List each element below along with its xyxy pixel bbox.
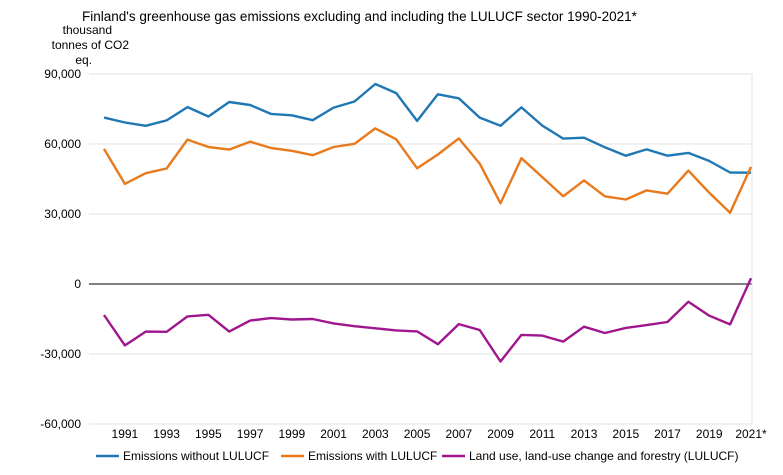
x-tick-label: 2015 — [612, 427, 639, 441]
x-tick-label: 2011 — [529, 427, 555, 441]
gridlines — [89, 73, 753, 425]
y-axis-label-line-3: eq. — [75, 53, 92, 67]
legend-item-3: Land use, land-use change and forestry (… — [442, 449, 738, 463]
legend-item-1: Emissions without LULUCF — [96, 449, 269, 463]
y-axis-label-line-1: thousand — [63, 23, 112, 37]
x-tick-label: 2003 — [362, 427, 389, 441]
series-lines — [102, 82, 753, 363]
x-tick-label: 1995 — [195, 427, 222, 441]
x-tick-label: 1991 — [112, 427, 139, 441]
y-axis-label-line-2: tonnes of CO2 — [52, 38, 130, 52]
series-line-1 — [103, 82, 752, 174]
series-line-3 — [103, 277, 753, 363]
legend-item-2: Emissions with LULUCF — [281, 449, 437, 463]
y-tick-label: -60,000 — [40, 417, 81, 431]
series-line-2 — [102, 127, 753, 215]
chart-title: Finland's greenhouse gas emissions exclu… — [82, 9, 638, 24]
legend-label: Emissions without LULUCF — [123, 449, 269, 463]
legend-label: Emissions with LULUCF — [308, 449, 437, 463]
y-tick-label: -30,000 — [40, 347, 81, 361]
x-tick-label: 2005 — [404, 427, 431, 441]
x-tick-label: 2021* — [735, 427, 767, 441]
x-tick-label: 2017 — [654, 427, 681, 441]
x-tick-label: 2013 — [571, 427, 598, 441]
x-tick-label: 1993 — [153, 427, 180, 441]
legend-label: Land use, land-use change and forestry (… — [469, 449, 738, 463]
y-axis-ticks: 90,000 60,000 30,000 0 -30,000 -60,000 — [40, 67, 81, 431]
y-tick-label: 30,000 — [44, 207, 81, 221]
y-tick-label: 90,000 — [44, 67, 81, 81]
y-tick-label: 60,000 — [44, 137, 81, 151]
x-tick-label: 1999 — [278, 427, 305, 441]
x-tick-label: 1997 — [237, 427, 264, 441]
y-axis-label: thousand tonnes of CO2 eq. — [52, 23, 130, 67]
x-tick-label: 2007 — [445, 427, 472, 441]
y-tick-label: 0 — [74, 277, 81, 291]
legend: Emissions without LULUCF Emissions with L… — [96, 449, 738, 463]
x-tick-label: 2019 — [696, 427, 723, 441]
x-tick-label: 2001 — [320, 427, 347, 441]
x-tick-label: 2009 — [487, 427, 514, 441]
x-axis-ticks: 1991 1993 1995 1997 1999 2001 2003 2005 2007 2009… — [112, 427, 767, 441]
